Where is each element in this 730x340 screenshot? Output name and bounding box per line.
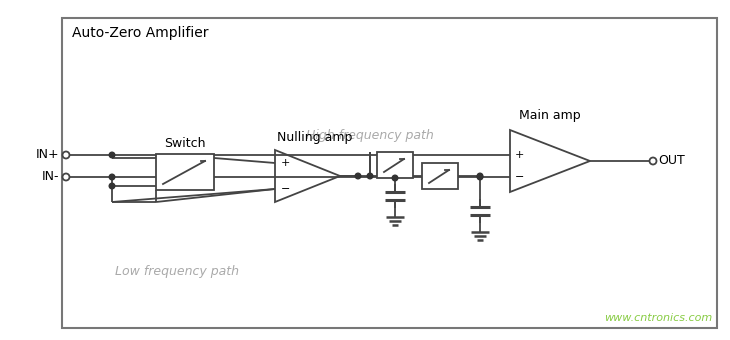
Text: Low frequency path: Low frequency path xyxy=(115,266,239,278)
Circle shape xyxy=(356,173,361,179)
Text: OUT: OUT xyxy=(658,154,685,168)
Circle shape xyxy=(392,175,398,181)
Text: −: − xyxy=(515,172,524,182)
Circle shape xyxy=(477,174,483,180)
Circle shape xyxy=(477,173,483,179)
Text: IN+: IN+ xyxy=(35,149,59,162)
Text: Nulling amp: Nulling amp xyxy=(277,131,353,144)
Text: Main amp: Main amp xyxy=(519,109,581,122)
Text: +: + xyxy=(281,158,291,168)
Text: Auto-Zero Amplifier: Auto-Zero Amplifier xyxy=(72,26,209,40)
Circle shape xyxy=(367,173,373,179)
Circle shape xyxy=(110,152,115,158)
Bar xyxy=(377,152,413,178)
Bar xyxy=(156,154,214,190)
Bar xyxy=(422,163,458,189)
Circle shape xyxy=(63,173,69,181)
Circle shape xyxy=(63,152,69,158)
Circle shape xyxy=(110,174,115,180)
Text: IN-: IN- xyxy=(42,170,59,184)
Text: High frequency path: High frequency path xyxy=(306,130,434,142)
Bar xyxy=(62,18,717,328)
Text: Switch: Switch xyxy=(164,137,206,150)
Circle shape xyxy=(650,157,656,165)
Text: −: − xyxy=(281,184,291,194)
Text: www.cntronics.com: www.cntronics.com xyxy=(604,313,712,323)
Text: +: + xyxy=(515,150,524,160)
Circle shape xyxy=(110,183,115,189)
